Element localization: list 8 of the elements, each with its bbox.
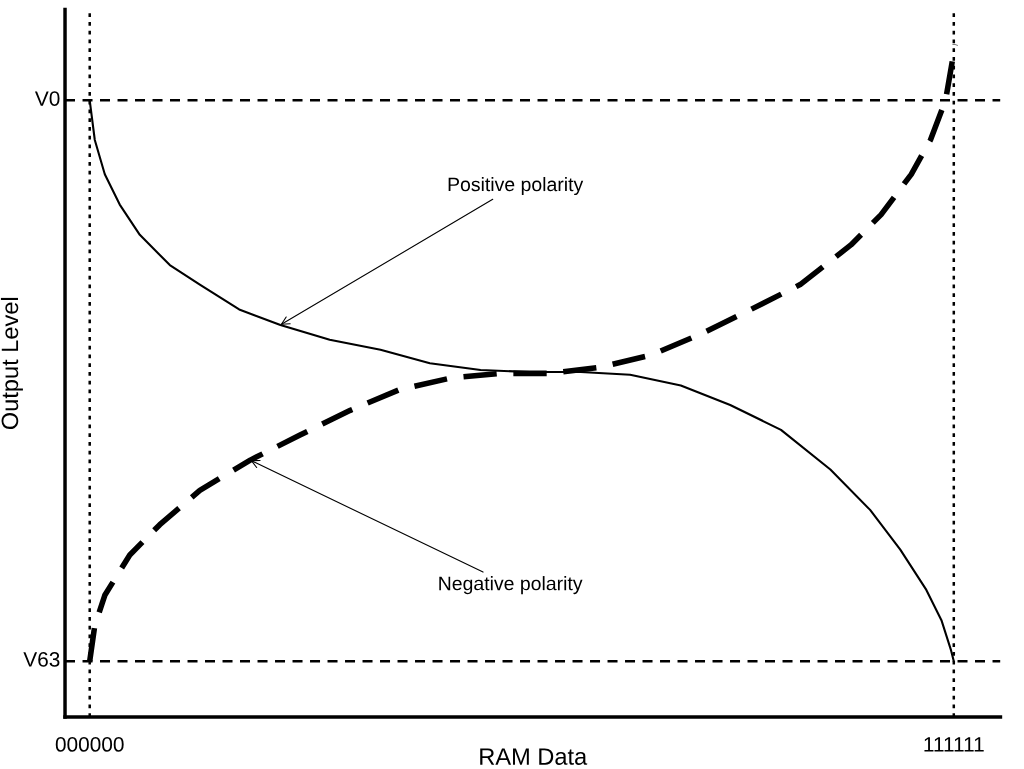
annotation: Negative polarity xyxy=(439,576,583,595)
x-tick-label: 000000 xyxy=(55,737,124,752)
y-axis-title: Output Level xyxy=(0,297,23,430)
ref-line-label: V0 xyxy=(34,91,60,106)
x-tick-label: 111111 xyxy=(924,737,984,752)
ref-line-label: V63 xyxy=(23,652,60,667)
annotation: Positive polarity xyxy=(448,176,584,196)
x-axis-title: RAM Data xyxy=(480,748,588,765)
